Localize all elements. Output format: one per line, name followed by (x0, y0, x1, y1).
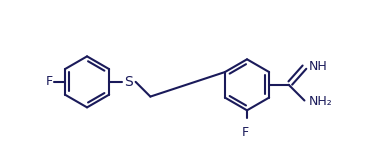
Text: S: S (124, 75, 133, 89)
Text: NH₂: NH₂ (308, 95, 332, 108)
Text: NH: NH (308, 60, 327, 73)
Text: F: F (241, 126, 248, 139)
Text: F: F (46, 75, 53, 88)
